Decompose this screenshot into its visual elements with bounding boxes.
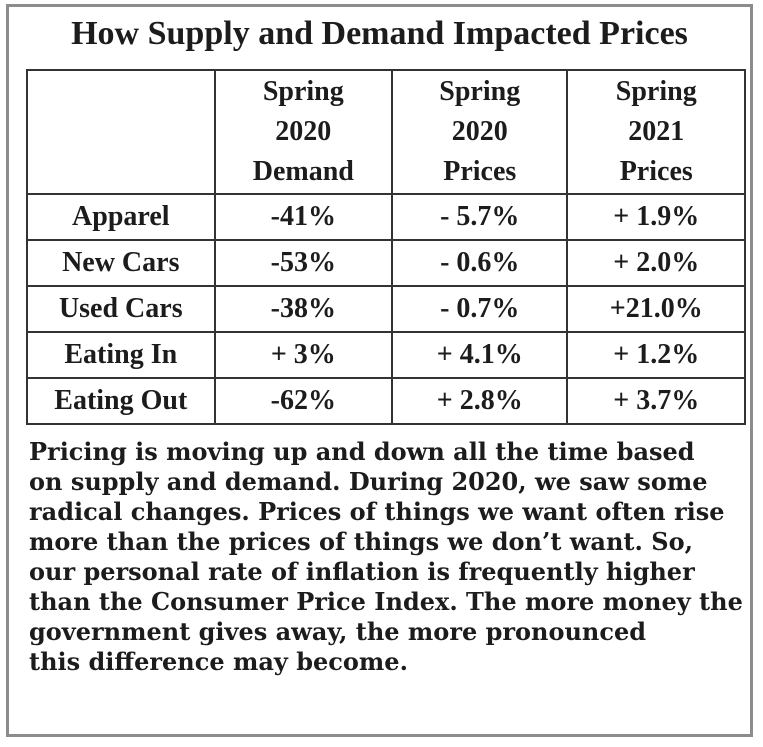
paragraph-line: this difference may become. <box>29 647 408 676</box>
table-row: Eating Out -62% + 2.8% + 3.7% <box>26 377 746 425</box>
paragraph-line: government gives away, the more pronounc… <box>29 617 647 646</box>
paragraph-line: on supply and demand. During 2020, we sa… <box>29 467 708 496</box>
table-cell: + 2.8% <box>391 377 569 425</box>
table-row: New Cars -53% - 0.6% + 2.0% <box>26 239 746 287</box>
row-label: Eating Out <box>26 377 216 425</box>
header-spring-2020-prices: Spring 2020 Prices <box>391 69 569 195</box>
row-label: Used Cars <box>26 285 216 333</box>
table-cell: -53% <box>213 239 394 287</box>
table-row: Used Cars -38% - 0.7% +21.0% <box>26 285 746 333</box>
table-cell: - 5.7% <box>391 193 569 241</box>
paragraph-line: radical changes. Prices of things we wan… <box>29 497 725 526</box>
table-cell: -38% <box>213 285 394 333</box>
header-line: Prices <box>619 156 693 187</box>
table-cell: -41% <box>213 193 394 241</box>
paragraph-line: our personal rate of inflation is freque… <box>29 557 695 586</box>
header-line: Spring <box>615 76 697 107</box>
row-label: New Cars <box>26 239 216 287</box>
table-row: Eating In + 3% + 4.1% + 1.2% <box>26 331 746 379</box>
table-cell: - 0.7% <box>391 285 569 333</box>
paragraph-line: more than the prices of things we don’t … <box>29 527 693 556</box>
header-line: Spring <box>439 76 521 107</box>
table-cell: + 3% <box>213 331 394 379</box>
explanation-paragraph: Pricing is moving up and down all the ti… <box>29 437 743 677</box>
table-cell: + 4.1% <box>391 331 569 379</box>
table-cell: - 0.6% <box>391 239 569 287</box>
row-label: Apparel <box>26 193 216 241</box>
price-table: Spring 2020 Demand Spring 2020 Prices Sp… <box>26 69 746 425</box>
header-spring-2021-prices: Spring 2021 Prices <box>566 69 746 195</box>
header-spring-2020-demand: Spring 2020 Demand <box>213 69 394 195</box>
table-cell: + 2.0% <box>566 239 746 287</box>
table-cell: + 1.9% <box>566 193 746 241</box>
table-cell: + 3.7% <box>566 377 746 425</box>
header-line: Demand <box>252 156 354 187</box>
table-header-row: Spring 2020 Demand Spring 2020 Prices Sp… <box>26 69 746 195</box>
page-title: How Supply and Demand Impacted Prices <box>71 15 688 52</box>
table-cell: +21.0% <box>566 285 746 333</box>
header-line: Prices <box>443 156 517 187</box>
header-line: 2020 <box>275 116 332 147</box>
header-line: 2020 <box>451 116 508 147</box>
header-line: Spring <box>262 76 344 107</box>
header-line: 2021 <box>628 116 685 147</box>
paragraph-line: than the Consumer Price Index. The more … <box>29 587 743 616</box>
infographic-frame: How Supply and Demand Impacted Prices Sp… <box>6 4 753 737</box>
table-row: Apparel -41% - 5.7% + 1.9% <box>26 193 746 241</box>
paragraph-line: Pricing is moving up and down all the ti… <box>29 437 695 466</box>
table-cell: -62% <box>213 377 394 425</box>
header-corner-cell <box>26 69 216 195</box>
row-label: Eating In <box>26 331 216 379</box>
table-cell: + 1.2% <box>566 331 746 379</box>
